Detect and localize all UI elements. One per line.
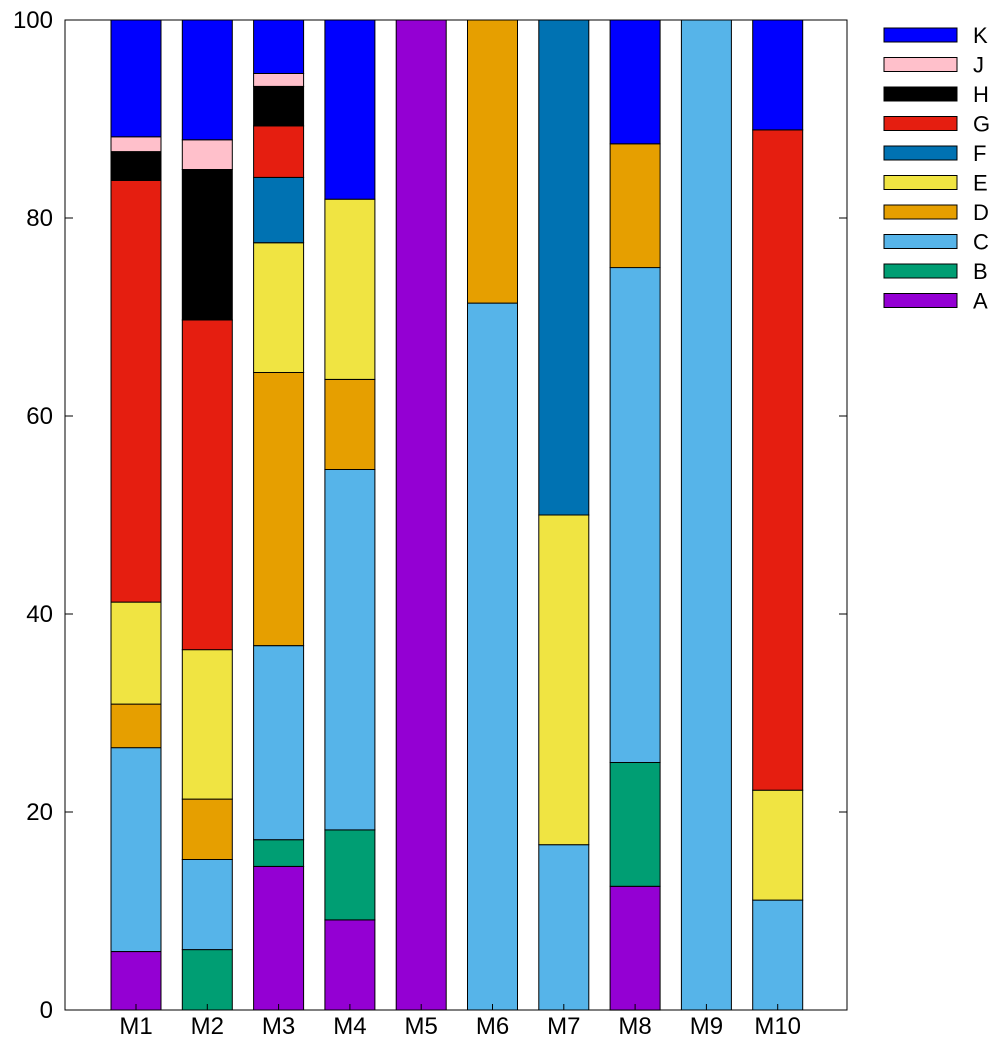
legend-swatch-A: [883, 293, 958, 308]
bar-segment-M1-G: [110, 179, 162, 603]
bar-segment-M6-D: [467, 19, 518, 304]
bar-segment-M1-A: [110, 951, 162, 1011]
bar-segment-M1-K: [110, 19, 162, 138]
bar-segment-M3-A: [253, 866, 305, 1011]
bar-segment-M3-J: [253, 73, 305, 87]
x-tick-label: M4: [333, 1013, 366, 1040]
bar-segment-M10-E: [752, 789, 804, 901]
bar-segment-M2-K: [181, 19, 233, 141]
bar-segment-M7-F: [538, 19, 590, 516]
legend-label-B: B: [973, 259, 988, 284]
bar-segment-M6-C: [467, 302, 518, 1011]
bar-segment-M3-H: [253, 85, 305, 127]
legend-swatch-D: [883, 204, 958, 220]
bar-segment-M4-A: [324, 919, 376, 1011]
bar-segment-M7-E: [538, 514, 590, 846]
axes-group: M1 M2 M3 M4 M5 M6 M7 M8 M9 M10 0 20 40 60 80 100: [13, 7, 848, 1040]
legend-swatch-B: [883, 263, 958, 279]
legend-swatch-J: [883, 57, 958, 72]
bar-segment-M4-D: [324, 378, 376, 470]
legend-swatch-G: [883, 116, 958, 131]
bar-segment-M9-C: [680, 19, 732, 1011]
bar-segment-M4-K: [324, 19, 376, 200]
legend-label-D: D: [973, 200, 989, 225]
bar-segment-M1-C: [110, 747, 162, 952]
x-tick-label: M9: [690, 1013, 723, 1040]
bar-segment-M10-C: [752, 899, 804, 1011]
legend-label-F: F: [973, 141, 986, 166]
legend-swatch-E: [883, 175, 958, 190]
x-tick-label: M6: [476, 1013, 509, 1040]
x-tick-label: M10: [754, 1013, 801, 1040]
x-tick-label: M8: [618, 1013, 651, 1040]
y-tick-label: 100: [13, 7, 53, 34]
bar-segment-M2-E: [181, 649, 233, 800]
bar-segment-M2-J: [181, 139, 233, 171]
legend-swatch-H: [883, 86, 958, 102]
bar-segment-M1-H: [110, 151, 162, 181]
x-tick-label: M5: [405, 1013, 438, 1040]
bar-segment-M1-D: [110, 703, 162, 749]
legend-label-E: E: [973, 171, 988, 196]
bar-segment-M1-E: [110, 601, 162, 705]
bar-segment-M8-C: [609, 267, 661, 763]
y-tick-label: 80: [26, 205, 53, 232]
y-tick-label: 20: [26, 799, 53, 826]
bar-segment-M3-G: [253, 125, 305, 178]
bar-segment-M3-C: [253, 645, 305, 841]
bar-segment-M5-A: [395, 19, 447, 1011]
bar-segment-M1-J: [110, 136, 162, 153]
bar-segment-M4-B: [324, 829, 376, 921]
bar-segment-M7-C: [538, 844, 590, 1011]
x-tick-label: M7: [547, 1013, 580, 1040]
plot-frame: [64, 19, 848, 1011]
x-tick-label: M1: [119, 1013, 152, 1040]
bar-segment-M2-B: [181, 949, 233, 1011]
x-tick-label: M3: [262, 1013, 295, 1040]
bar-segment-M2-C: [181, 859, 233, 951]
legend-label-K: K: [973, 23, 988, 48]
bar-segment-M2-G: [181, 319, 233, 651]
bar-segment-M4-C: [324, 469, 376, 831]
legend-label-C: C: [973, 230, 989, 255]
bar-segment-M2-H: [181, 169, 233, 321]
legend-swatch-C: [883, 234, 958, 249]
legend-swatch-F: [883, 145, 958, 161]
y-tick-label: 0: [40, 997, 53, 1024]
bar-segment-M3-B: [253, 839, 305, 867]
bar-segment-M4-E: [324, 198, 376, 380]
bar-segment-M3-D: [253, 371, 305, 647]
legend-label-H: H: [973, 82, 989, 107]
bar-segment-M3-K: [253, 19, 305, 74]
bar-segment-M3-E: [253, 242, 305, 373]
bar-segment-M10-G: [752, 129, 804, 791]
legend-swatch-K: [883, 27, 958, 43]
bar-segment-M2-D: [181, 798, 233, 860]
bar-segment-M8-A: [609, 885, 661, 1011]
bar-segment-M8-K: [609, 19, 661, 145]
bars-group: [110, 19, 804, 1011]
bar-segment-M8-D: [609, 143, 661, 269]
legend-label-J: J: [973, 53, 984, 78]
bar-segment-M10-K: [752, 19, 804, 131]
y-tick-label: 60: [26, 403, 53, 430]
bar-segment-M8-B: [609, 762, 661, 887]
bar-segment-M3-F: [253, 176, 305, 244]
x-tick-label: M2: [191, 1013, 224, 1040]
legend-label-G: G: [973, 112, 990, 137]
legend-label-A: A: [973, 289, 988, 314]
y-tick-label: 40: [26, 601, 53, 628]
